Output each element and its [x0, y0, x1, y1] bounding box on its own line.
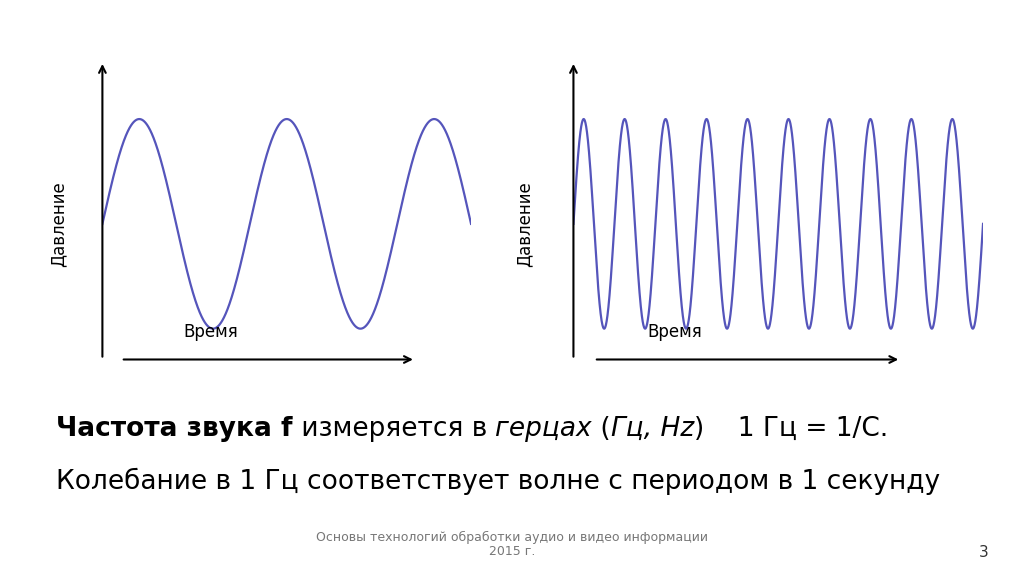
Text: Частота звука f: Частота звука f: [56, 416, 293, 442]
Text: (: (: [592, 416, 610, 442]
Text: 2015 г.: 2015 г.: [488, 545, 536, 559]
Text: Давление: Давление: [515, 181, 534, 267]
Text: измеряется в: измеряется в: [293, 416, 496, 442]
Text: герцах: герцах: [496, 416, 592, 442]
Text: Время: Время: [183, 323, 239, 341]
Text: Колебание в 1 Гц соответствует волне с периодом в 1 секунду: Колебание в 1 Гц соответствует волне с п…: [56, 468, 940, 495]
Text: Давление: Давление: [49, 181, 68, 267]
Text: Основы технологий обработки аудио и видео информации: Основы технологий обработки аудио и виде…: [316, 531, 708, 544]
Text: )    1 Гц = 1/С.: ) 1 Гц = 1/С.: [694, 416, 888, 442]
Text: 3: 3: [978, 545, 988, 560]
Text: Время: Время: [647, 323, 701, 341]
Text: Гц, Hz: Гц, Hz: [610, 416, 694, 442]
